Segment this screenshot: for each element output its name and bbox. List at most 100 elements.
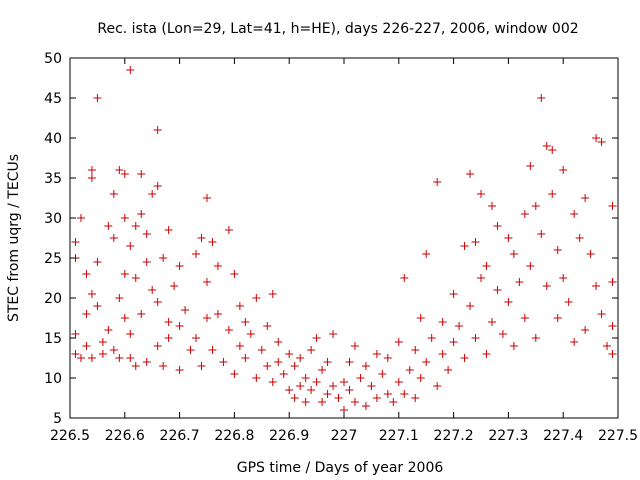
data-point [98, 338, 107, 346]
data-point [433, 382, 442, 390]
data-point [175, 262, 184, 270]
data-point [526, 262, 535, 270]
data-point [87, 354, 96, 362]
data-point [268, 378, 277, 386]
data-point [290, 362, 299, 370]
data-point [504, 298, 513, 306]
data-point [285, 386, 294, 394]
data-point [449, 290, 458, 298]
data-point [509, 250, 518, 258]
data-point [126, 330, 135, 338]
data-point [400, 390, 409, 398]
y-tick-label: 30 [44, 211, 62, 227]
data-point [498, 330, 507, 338]
data-point [126, 354, 135, 362]
data-point [197, 362, 206, 370]
data-point [389, 398, 398, 406]
data-point [581, 326, 590, 334]
data-point [608, 322, 617, 330]
data-point [356, 374, 365, 382]
data-point [120, 170, 129, 178]
data-point [597, 138, 606, 146]
data-point [131, 222, 140, 230]
data-point [542, 142, 551, 150]
data-point [192, 334, 201, 342]
data-point [137, 210, 146, 218]
data-point [455, 322, 464, 330]
data-point [422, 250, 431, 258]
data-point [592, 134, 601, 142]
data-point [241, 318, 250, 326]
data-point [126, 242, 135, 250]
data-point [378, 370, 387, 378]
data-point [340, 378, 348, 386]
data-point [235, 302, 244, 310]
data-point [109, 346, 118, 354]
data-point [186, 346, 195, 354]
data-point [307, 386, 316, 394]
data-point [608, 202, 617, 210]
data-point [570, 338, 579, 346]
data-point [203, 314, 211, 322]
data-point [482, 262, 491, 270]
data-point [350, 398, 359, 406]
x-tick-label: 226.8 [214, 428, 254, 444]
data-point [268, 290, 277, 298]
data-point [142, 230, 151, 238]
data-point [148, 190, 157, 198]
data-point [82, 270, 91, 278]
data-point [301, 374, 310, 382]
data-point [367, 382, 376, 390]
data-point [361, 362, 370, 370]
data-point [87, 290, 96, 298]
data-point [531, 334, 540, 342]
data-point [109, 234, 118, 242]
data-point [296, 354, 305, 362]
data-point [230, 370, 239, 378]
data-point [208, 238, 217, 246]
data-point [137, 170, 146, 178]
data-point [213, 310, 222, 318]
y-tick-label: 25 [44, 251, 62, 267]
data-point [553, 246, 562, 254]
data-point [213, 262, 222, 270]
data-point [208, 346, 217, 354]
data-point [394, 338, 403, 346]
data-point [329, 382, 338, 390]
data-point [460, 242, 469, 250]
data-point [120, 314, 129, 322]
data-point [230, 270, 239, 278]
data-point [137, 310, 146, 318]
data-point [120, 270, 129, 278]
data-point [438, 350, 447, 358]
data-point [477, 190, 485, 198]
data-point [93, 258, 102, 266]
data-point [345, 386, 354, 394]
data-point [98, 350, 107, 358]
data-point [175, 366, 184, 374]
data-point [564, 298, 573, 306]
data-point [405, 366, 414, 374]
data-point [175, 322, 184, 330]
data-point [153, 182, 162, 190]
data-point [329, 330, 338, 338]
data-point [586, 250, 595, 258]
data-point [466, 302, 475, 310]
data-point [493, 222, 502, 230]
data-point [548, 146, 557, 154]
data-point [350, 342, 359, 350]
data-point [531, 202, 540, 210]
data-point [411, 346, 420, 354]
x-tick-label: 227.1 [379, 428, 419, 444]
data-point [334, 394, 343, 402]
data-point [433, 178, 442, 186]
x-tick-label: 227.4 [543, 428, 583, 444]
data-point [274, 358, 283, 366]
data-point [279, 370, 288, 378]
data-point [515, 278, 524, 286]
data-point [449, 338, 458, 346]
data-point [159, 254, 168, 262]
data-point [592, 282, 601, 290]
x-tick-label: 226.5 [50, 428, 90, 444]
